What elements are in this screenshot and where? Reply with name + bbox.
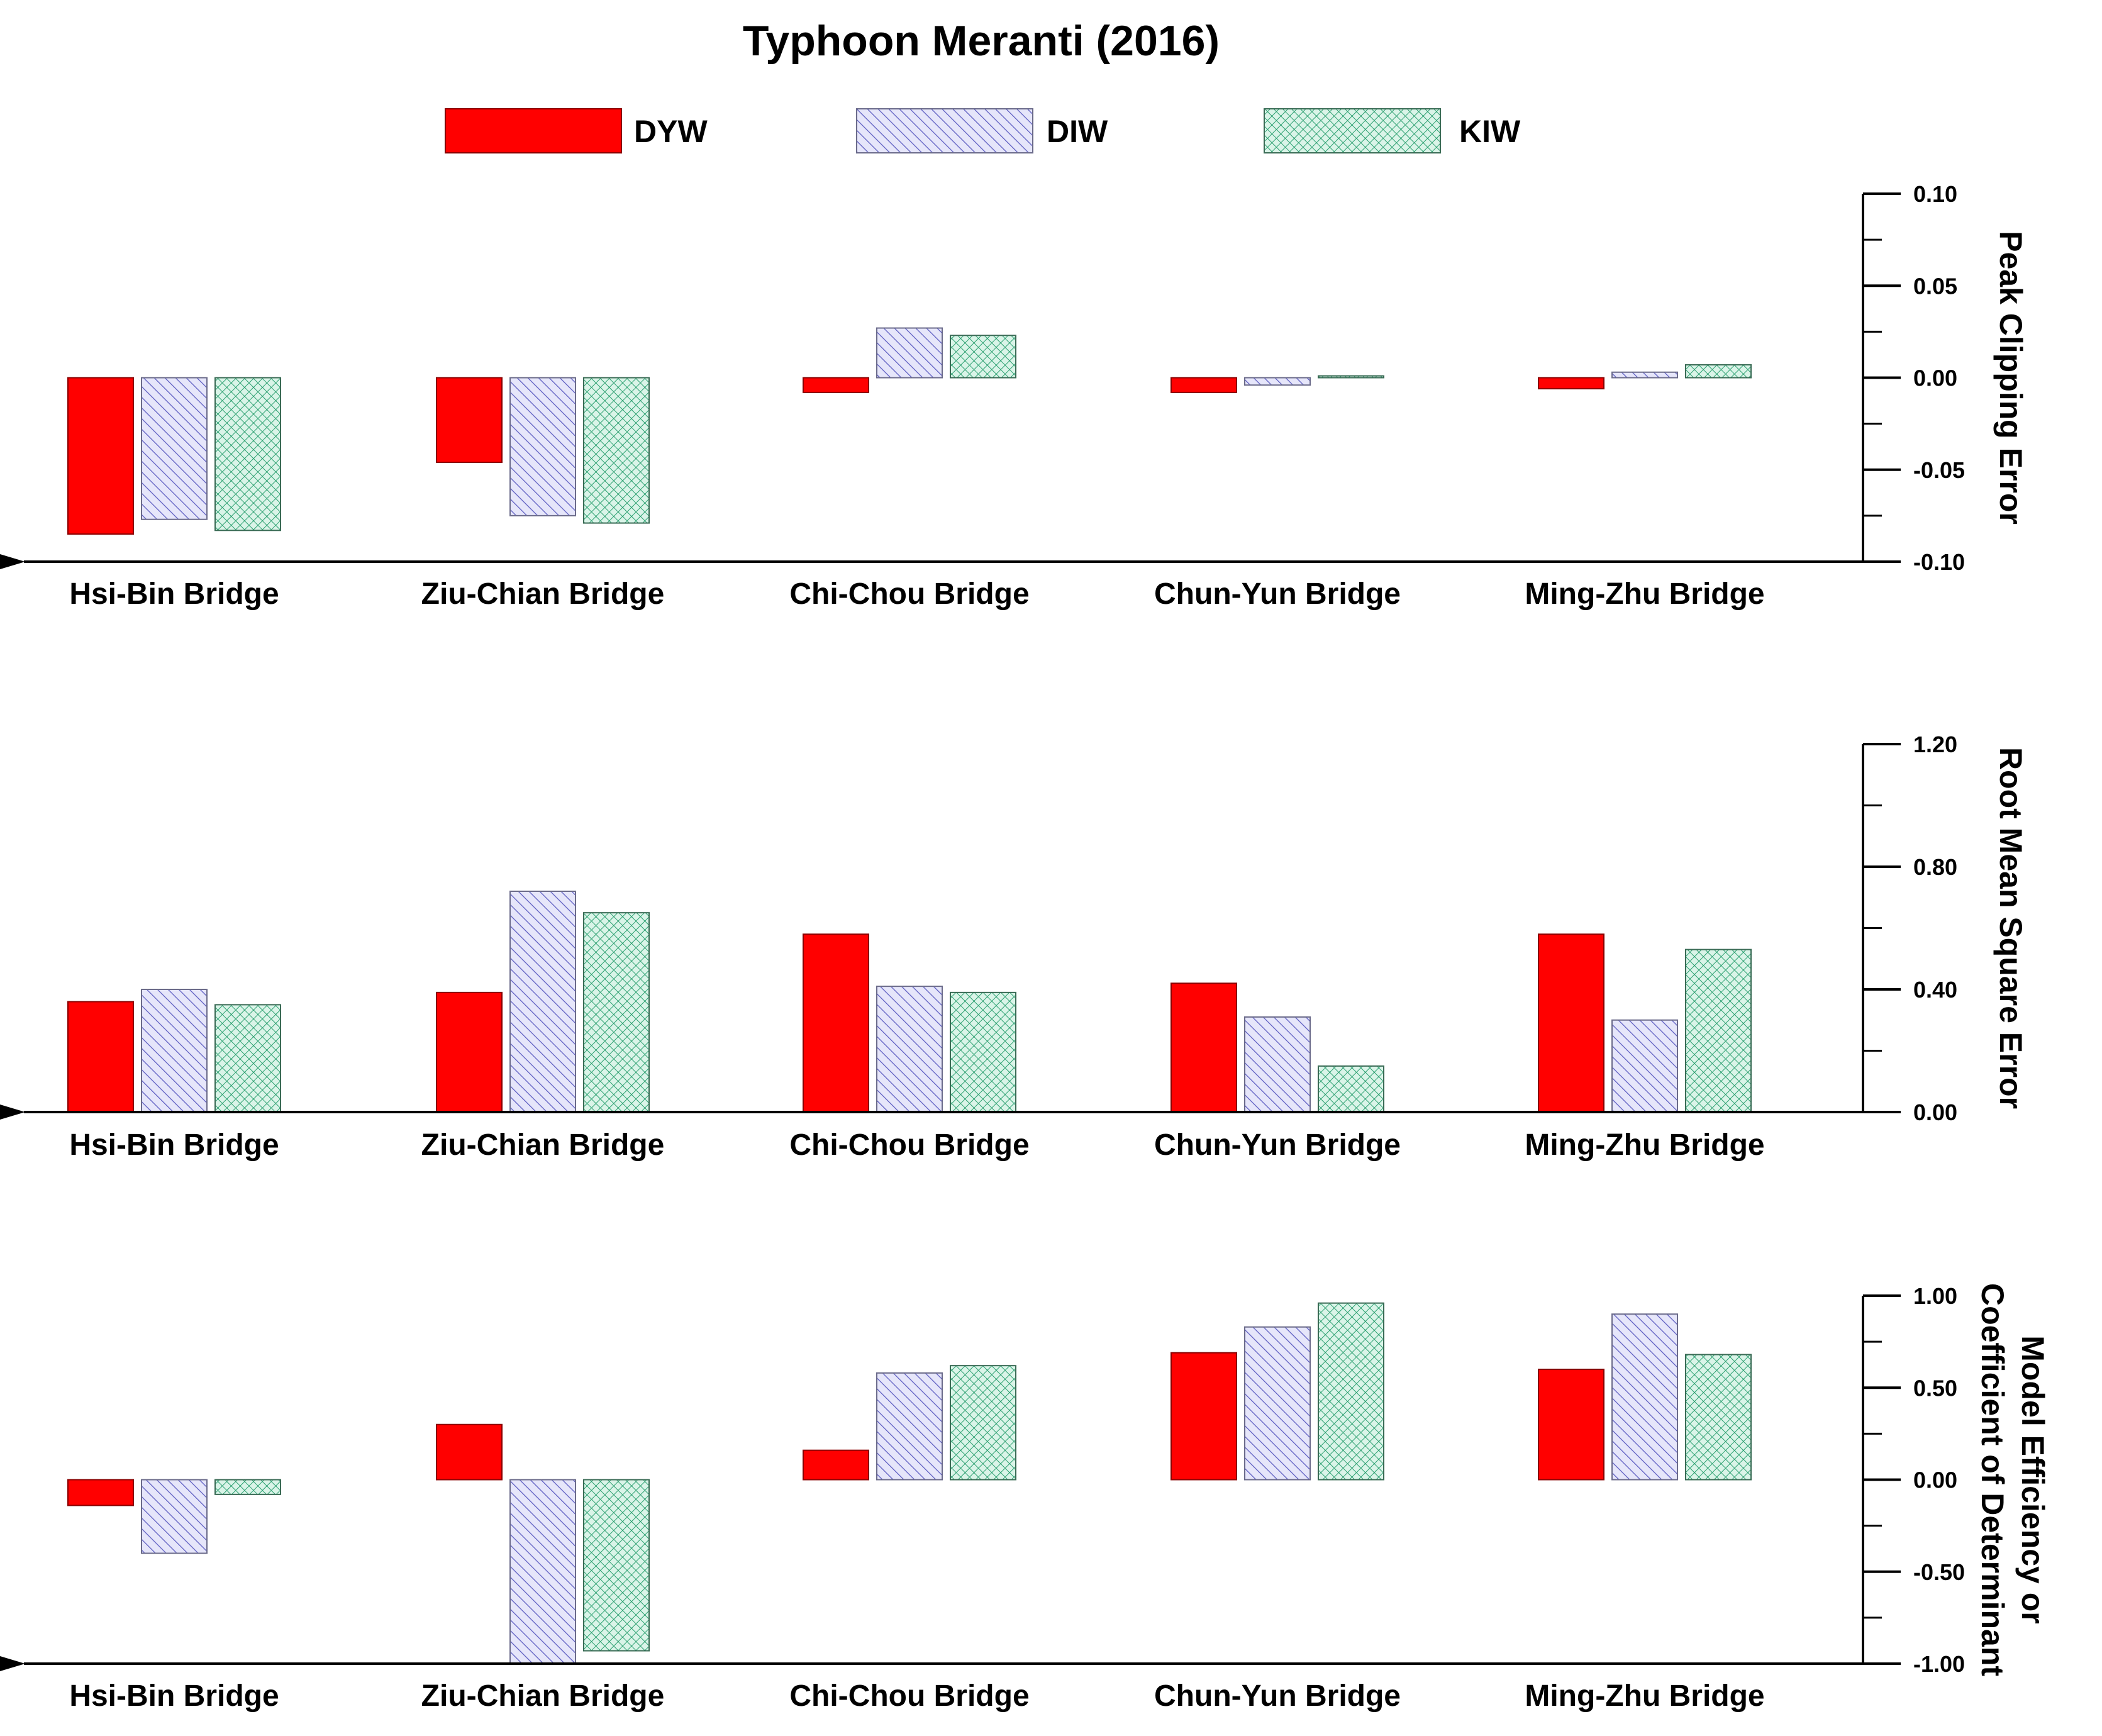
bar-kiw-ming-zhu-bridge xyxy=(1685,1354,1752,1481)
bar-dyw-chun-yun-bridge xyxy=(1171,1352,1237,1481)
legend-swatch-diw xyxy=(856,108,1033,153)
tick-label: 0.40 xyxy=(1913,977,1957,1003)
bar-dyw-chun-yun-bridge xyxy=(1171,377,1237,393)
bar-kiw-ziu-chian-bridge xyxy=(583,1479,650,1652)
category-label-hsi-bin-bridge: Hsi-Bin Bridge xyxy=(69,577,279,611)
y-axis-title: Peak Clipping Error xyxy=(1993,231,2028,525)
bar-dyw-chi-chou-bridge xyxy=(803,1449,869,1481)
panel-2: 1.20 0.80 0.40 0.00 Hsi-Bin Bridge Ziu-Chian … xyxy=(0,732,2028,1162)
bar-diw-ziu-chian-bridge xyxy=(509,891,576,1113)
bar-dyw-ziu-chian-bridge xyxy=(436,1423,503,1481)
tick-label: 0.10 xyxy=(1913,181,1957,207)
category-label-hsi-bin-bridge: Hsi-Bin Bridge xyxy=(69,1679,279,1713)
category-label-ming-zhu-bridge: Ming-Zhu Bridge xyxy=(1525,1128,1764,1162)
bar-diw-chi-chou-bridge xyxy=(876,986,943,1113)
bar-kiw-chi-chou-bridge xyxy=(950,335,1016,379)
category-label-chun-yun-bridge: Chun-Yun Bridge xyxy=(1154,1128,1401,1162)
chart-title: Typhoon Meranti (2016) xyxy=(743,17,1220,65)
bar-dyw-chi-chou-bridge xyxy=(803,377,869,393)
tick-label: 0.05 xyxy=(1913,273,1957,299)
bar-kiw-hsi-bin-bridge xyxy=(214,1004,281,1113)
bar-dyw-chi-chou-bridge xyxy=(803,933,869,1113)
bar-kiw-ziu-chian-bridge xyxy=(583,377,650,524)
category-label-chi-chou-bridge: Chi-Chou Bridge xyxy=(789,1128,1029,1162)
category-label-chun-yun-bridge: Chun-Yun Bridge xyxy=(1154,577,1401,611)
y-axis-title: Coefficient of Determinant xyxy=(1975,1283,2010,1676)
category-label-chi-chou-bridge: Chi-Chou Bridge xyxy=(789,1679,1029,1713)
tick-label: -0.10 xyxy=(1913,549,1965,575)
bar-kiw-hsi-bin-bridge xyxy=(214,1479,281,1495)
tick-label: 0.80 xyxy=(1913,854,1957,880)
bar-dyw-chun-yun-bridge xyxy=(1171,982,1237,1113)
category-label-ziu-chian-bridge: Ziu-Chian Bridge xyxy=(421,1128,665,1162)
tick-label: 1.00 xyxy=(1913,1283,1957,1309)
category-label-ziu-chian-bridge: Ziu-Chian Bridge xyxy=(421,577,665,611)
bar-diw-ming-zhu-bridge xyxy=(1611,1313,1678,1481)
y-axis-title: Root Mean Square Error xyxy=(1993,747,2028,1109)
bar-dyw-hsi-bin-bridge xyxy=(67,1001,134,1113)
category-label-ming-zhu-bridge: Ming-Zhu Bridge xyxy=(1525,577,1764,611)
bar-kiw-ming-zhu-bridge xyxy=(1685,364,1752,379)
bar-diw-chi-chou-bridge xyxy=(876,327,943,379)
legend-swatch-kiw xyxy=(1264,108,1441,153)
tick-label: -0.05 xyxy=(1913,457,1965,483)
bar-diw-chun-yun-bridge xyxy=(1244,377,1311,386)
bar-kiw-ming-zhu-bridge xyxy=(1685,949,1752,1113)
bar-diw-hsi-bin-bridge xyxy=(141,989,208,1113)
bar-kiw-ziu-chian-bridge xyxy=(583,912,650,1113)
category-label-chun-yun-bridge: Chun-Yun Bridge xyxy=(1154,1679,1401,1713)
bar-diw-hsi-bin-bridge xyxy=(141,1479,208,1554)
bar-dyw-hsi-bin-bridge xyxy=(67,1479,134,1506)
bar-diw-chi-chou-bridge xyxy=(876,1372,943,1481)
tick-label: -0.50 xyxy=(1913,1559,1965,1585)
bar-kiw-chi-chou-bridge xyxy=(950,991,1016,1113)
bar-dyw-ziu-chian-bridge xyxy=(436,377,503,464)
bar-kiw-chun-yun-bridge xyxy=(1318,1302,1384,1481)
category-label-ming-zhu-bridge: Ming-Zhu Bridge xyxy=(1525,1679,1764,1713)
legend-label-kiw: KIW xyxy=(1459,114,1521,149)
bar-dyw-ming-zhu-bridge xyxy=(1538,1369,1604,1481)
bar-dyw-ming-zhu-bridge xyxy=(1538,933,1604,1113)
bar-kiw-chi-chou-bridge xyxy=(950,1365,1016,1481)
bar-diw-ziu-chian-bridge xyxy=(509,1479,576,1664)
legend-swatch-dyw xyxy=(445,108,622,153)
category-label-hsi-bin-bridge: Hsi-Bin Bridge xyxy=(69,1128,279,1162)
legend: DYW DIW KIW xyxy=(445,108,1521,153)
category-label-ziu-chian-bridge: Ziu-Chian Bridge xyxy=(421,1679,665,1713)
bar-diw-ziu-chian-bridge xyxy=(509,377,576,516)
bar-dyw-hsi-bin-bridge xyxy=(67,377,134,535)
bar-dyw-ming-zhu-bridge xyxy=(1538,377,1604,390)
bar-dyw-ziu-chian-bridge xyxy=(436,991,503,1113)
bar-diw-hsi-bin-bridge xyxy=(141,377,208,520)
panel-3: 1.00 0.50 0.00 -0.50 -1.00 Hsi-Bin Bridge Ziu-… xyxy=(0,1283,2050,1713)
tick-label: 0.00 xyxy=(1913,1467,1957,1493)
bar-diw-chun-yun-bridge xyxy=(1244,1326,1311,1481)
legend-label-dyw: DYW xyxy=(634,114,708,149)
tick-label: 0.00 xyxy=(1913,365,1957,391)
bar-kiw-chun-yun-bridge xyxy=(1318,1065,1384,1113)
bar-kiw-hsi-bin-bridge xyxy=(214,377,281,531)
tick-label: -1.00 xyxy=(1913,1651,1965,1677)
chart-panels: 0.10 0.05 0.00 -0.05 -0.10 Hsi-Bin Bridge Ziu-… xyxy=(0,181,2050,1713)
bar-diw-chun-yun-bridge xyxy=(1244,1016,1311,1113)
bar-diw-ming-zhu-bridge xyxy=(1611,1019,1678,1113)
tick-label: 0.00 xyxy=(1913,1099,1957,1125)
category-label-chi-chou-bridge: Chi-Chou Bridge xyxy=(789,577,1029,611)
bar-diw-ming-zhu-bridge xyxy=(1611,371,1678,379)
panel-1: 0.10 0.05 0.00 -0.05 -0.10 Hsi-Bin Bridge Ziu-… xyxy=(0,181,2028,611)
y-axis-title: Model Efficiency or xyxy=(2015,1335,2050,1623)
bar-kiw-chun-yun-bridge xyxy=(1318,375,1384,379)
tick-label: 1.20 xyxy=(1913,732,1957,757)
tick-label: 0.50 xyxy=(1913,1375,1957,1401)
legend-label-diw: DIW xyxy=(1047,114,1108,149)
